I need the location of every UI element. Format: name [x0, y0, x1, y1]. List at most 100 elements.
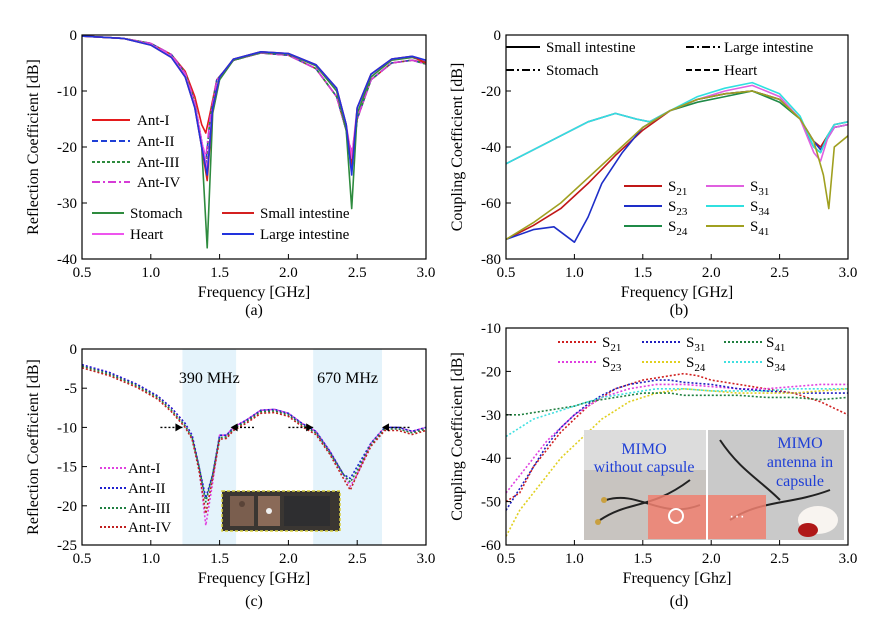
x-tick-label: 1.0: [565, 551, 584, 567]
y-axis-label: Reflection Coefficient [dB]: [25, 59, 42, 235]
band-arrow-head-3: [381, 423, 389, 432]
y-axis-label: Coupling Coefficient [dB]: [449, 63, 466, 232]
x-tick-label: 1.5: [210, 265, 229, 281]
panel-d: 0.5 1.0 1.5 2.0 2.5 3.0 -10 -20 -30 -40 -50 -60 Freq…: [449, 321, 857, 610]
series-s23: [506, 90, 848, 243]
y-tick-label: -15: [57, 460, 77, 476]
series-ant-iii: [82, 365, 426, 503]
legend-s31: S31: [750, 179, 769, 198]
legend-a: Ant-I Ant-II Ant-III Ant-IV Stomach Hear…: [92, 113, 350, 243]
more-icon[interactable]: ···: [729, 508, 745, 525]
y-tick-label: 0: [70, 342, 78, 358]
x-tick-label: 3.0: [839, 551, 858, 567]
x-tick-label: 1.5: [633, 551, 652, 567]
y-tick-label: 0: [70, 28, 78, 44]
plot-frame: [81, 34, 427, 260]
x-axis-label: Frequency [Ghz]: [623, 570, 732, 587]
y-tick-label: -40: [57, 252, 77, 268]
y-tick-label: -10: [57, 84, 77, 100]
y-tick-label: -20: [57, 499, 77, 515]
legend-style-large-intestine: Large intestine: [724, 40, 814, 56]
legend-small-intestine: Small intestine: [260, 206, 350, 222]
legend-d-s41: S41: [766, 335, 785, 354]
legend-style-small-intestine: Small intestine: [546, 40, 636, 56]
inset-label-without-capsule: without capsule: [594, 459, 695, 476]
panel-a: 0.5 1.0 1.5 2.0 2.5 3.0 0 -10 -20 -30 -40 Frequency…: [25, 28, 435, 319]
series-s31: [506, 379, 848, 511]
legend-c-ant-i: Ant-I: [128, 461, 161, 477]
legend-ant-i: Ant-I: [137, 113, 170, 129]
x-tick-label: 0.5: [73, 551, 92, 567]
y-tick-label: -40: [481, 451, 501, 467]
legend-s41: S41: [750, 219, 769, 238]
x-tick-label: 2.5: [770, 551, 789, 567]
series-heart: [82, 35, 426, 171]
series-s23: [506, 383, 848, 494]
x-tick-label: 2.0: [702, 265, 721, 281]
series-ant-ii: [82, 363, 426, 499]
x-tick-label: 0.5: [497, 551, 516, 567]
legend-d-s31: S31: [686, 335, 705, 354]
y-tick-label: -10: [57, 420, 77, 436]
band-label-0: 390 MHz: [179, 370, 240, 387]
series-s31: [506, 84, 848, 165]
legend-s24: S24: [668, 219, 688, 238]
x-axis-label: Frequency [GHz]: [198, 284, 310, 301]
y-axis-label: Reflection Coefficient [dB]: [25, 359, 42, 535]
search-icon[interactable]: [668, 508, 684, 524]
x-tick-label: 1.5: [633, 265, 652, 281]
series-ant-iv: [82, 367, 426, 515]
panel-caption: (a): [245, 302, 263, 319]
series-small-intestine: [82, 35, 426, 182]
legend-d-s23: S23: [602, 355, 622, 374]
x-tick-label: 0.5: [73, 265, 92, 281]
legend-ant-ii: Ant-II: [137, 134, 175, 150]
x-tick-label: 2.0: [279, 265, 298, 281]
series-ant-ii: [82, 35, 426, 171]
series-s24: [506, 387, 848, 537]
x-tick-label: 3.0: [417, 265, 436, 281]
legend-d: S21 S23 S31 S24 S41 S34: [558, 335, 786, 374]
x-tick-label: 2.0: [702, 551, 721, 567]
legend-d-s21: S21: [602, 335, 621, 354]
band-arrow-head-2: [306, 423, 314, 432]
series-s34: [506, 81, 848, 165]
inset-label-mimo-2: MIMO: [777, 435, 822, 452]
x-tick-label: 3.0: [839, 265, 858, 281]
legend-ant-iii: Ant-III: [137, 155, 179, 171]
x-tick-label: 3.0: [417, 551, 436, 567]
panel-caption: (c): [245, 593, 263, 610]
legend-b-series: S21 S23 S24 S31 S34 S41: [624, 179, 770, 238]
legend-d-s34: S34: [766, 355, 786, 374]
y-tick-label: -25: [57, 538, 77, 554]
panel-c: 390 MHz 670 MHz 0.5 1.0 1.5 2.0 2.5 3.0 0 -5 -10 -1…: [25, 342, 435, 610]
series-s41: [506, 90, 848, 241]
legend-style-heart: Heart: [724, 63, 758, 79]
x-tick-label: 1.0: [565, 265, 584, 281]
legend-c-ant-iv: Ant-IV: [128, 520, 171, 536]
panel-caption: (b): [670, 302, 689, 319]
inset-label-antenna-in: antenna in: [767, 454, 833, 471]
y-tick-label: -30: [481, 408, 501, 424]
legend-s34: S34: [750, 199, 770, 218]
y-tick-label: -20: [481, 364, 501, 380]
legend-c-ant-ii: Ant-II: [128, 481, 166, 497]
series-s24: [506, 90, 848, 165]
panel-b: 0.5 1.0 1.5 2.0 2.5 3.0 0 -20 -40 -60 -80 Frequency…: [449, 28, 857, 319]
y-tick-label: -20: [57, 140, 77, 156]
y-tick-label: -40: [481, 140, 501, 156]
mimo-photo-in-capsule: ···: [708, 430, 844, 540]
y-tick-label: -60: [481, 196, 501, 212]
y-tick-label: 0: [494, 28, 502, 44]
x-tick-label: 2.5: [348, 551, 367, 567]
series-large-intestine: [82, 35, 426, 176]
legend-large-intestine: Large intestine: [260, 227, 350, 243]
y-tick-label: -60: [481, 538, 501, 554]
legend-s21: S21: [668, 179, 687, 198]
band-arrow-head-1: [230, 423, 238, 432]
legend-b-style: Small intestine Large intestine Stomach …: [506, 40, 814, 79]
inset-label-mimo-1: MIMO: [621, 441, 666, 458]
series-s21: [506, 372, 848, 503]
band-label-1: 670 MHz: [317, 370, 378, 387]
